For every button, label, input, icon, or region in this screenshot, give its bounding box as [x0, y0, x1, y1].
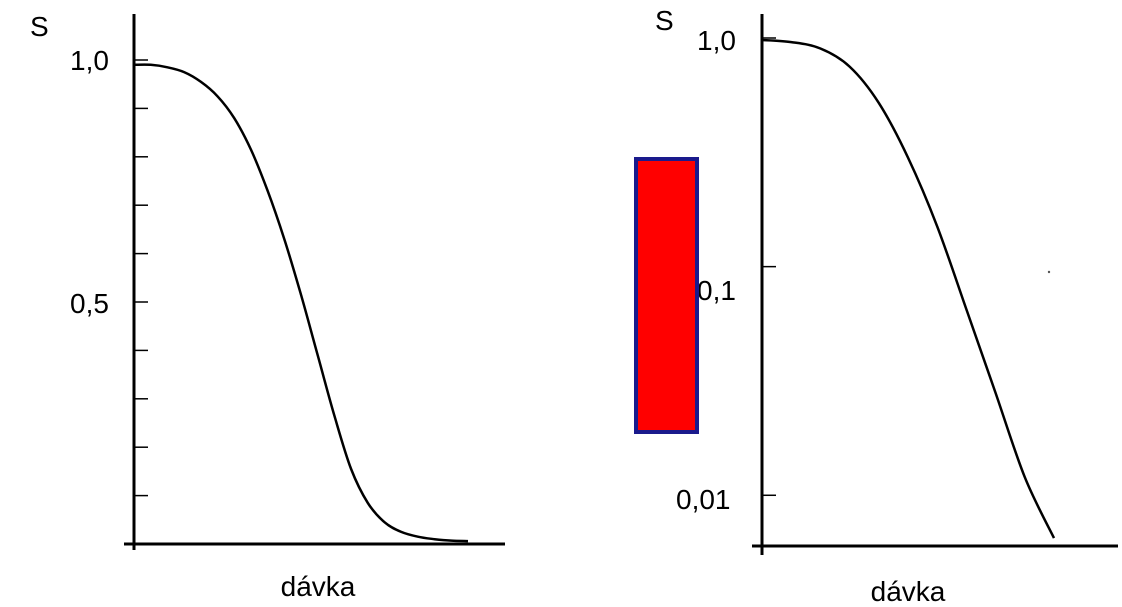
- survival-curve-log: [761, 38, 1056, 539]
- speck-mark: [1047, 270, 1051, 274]
- x-axis-title: dávka: [281, 571, 356, 602]
- y-ticks: [134, 59, 148, 497]
- y-tick-label-1: 1,0: [697, 25, 736, 56]
- y-tick-label-1: 1,0: [70, 45, 109, 76]
- y-axis-title: S: [655, 5, 674, 36]
- y-tick-label-0-5: 0,5: [70, 288, 109, 319]
- log-survival-chart: S 1,0 0,1 0,01 dávka: [655, 5, 1118, 607]
- y-axis-title: S: [30, 11, 49, 42]
- survival-curve-linear: [133, 63, 469, 543]
- y-tick-label-0-1: 0,1: [697, 275, 736, 306]
- x-axis-title: dávka: [871, 576, 946, 607]
- y-tick-label-0-01: 0,01: [676, 484, 731, 515]
- linear-survival-chart: S 1,0 0,5 dávka: [30, 11, 505, 602]
- y-ticks: [762, 37, 776, 497]
- red-rectangle: [634, 157, 699, 434]
